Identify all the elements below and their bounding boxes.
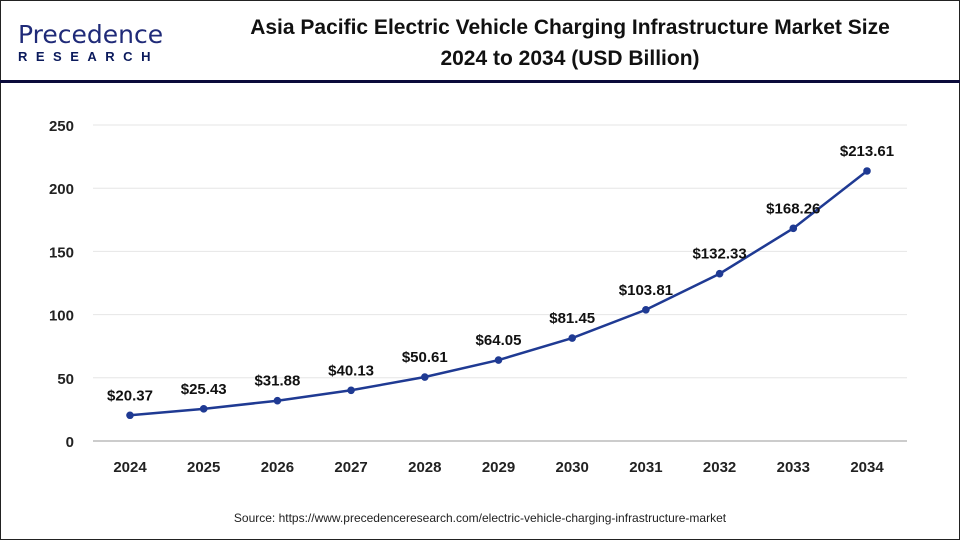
chart-title: Asia Pacific Electric Vehicle Charging I… bbox=[200, 12, 940, 74]
data-point bbox=[568, 334, 576, 342]
source-note: Source: https://www.precedenceresearch.c… bbox=[233, 511, 727, 525]
data-point bbox=[347, 386, 355, 395]
x-tick-label: 2026 bbox=[261, 459, 294, 476]
y-tick-label: 250 bbox=[49, 118, 74, 135]
x-tick-label: 2027 bbox=[334, 459, 367, 476]
data-label: $213.61 bbox=[840, 143, 894, 160]
header-divider bbox=[0, 80, 960, 83]
data-point bbox=[789, 224, 798, 233]
data-label: $81.45 bbox=[549, 310, 595, 327]
series-line bbox=[129, 170, 868, 417]
y-tick-label: 100 bbox=[49, 308, 74, 325]
x-tick-label: 2034 bbox=[850, 459, 884, 476]
x-tick-label: 2024 bbox=[113, 459, 147, 476]
x-tick-label: 2032 bbox=[703, 459, 736, 476]
data-label: $40.13 bbox=[328, 362, 374, 379]
data-point bbox=[642, 305, 650, 314]
title-line-2: 2024 to 2034 (USD Billion) bbox=[440, 47, 700, 70]
data-label: $132.33 bbox=[692, 246, 746, 263]
data-point bbox=[494, 356, 503, 364]
data-point bbox=[199, 405, 208, 413]
logo-text: Precedence bbox=[18, 20, 164, 49]
title-line-1: Asia Pacific Electric Vehicle Charging I… bbox=[250, 16, 890, 39]
data-point bbox=[126, 411, 134, 420]
data-label: $20.37 bbox=[107, 387, 153, 404]
data-point bbox=[715, 269, 724, 278]
x-tick-label: 2029 bbox=[482, 459, 515, 476]
data-label: $31.88 bbox=[254, 373, 300, 390]
x-tick-label: 2031 bbox=[629, 459, 662, 476]
x-tick-label: 2030 bbox=[556, 459, 589, 476]
data-label: $50.61 bbox=[402, 349, 448, 366]
data-label: $168.26 bbox=[766, 200, 820, 217]
data-label: $25.43 bbox=[181, 381, 227, 398]
data-point bbox=[273, 396, 282, 405]
y-tick-label: 150 bbox=[49, 244, 74, 261]
logo-subtext: RESEARCH bbox=[18, 49, 159, 64]
y-tick-label: 200 bbox=[49, 181, 74, 198]
x-tick-label: 2025 bbox=[187, 459, 220, 476]
data-label: $103.81 bbox=[619, 282, 673, 299]
data-point bbox=[863, 167, 871, 175]
x-tick-label: 2028 bbox=[408, 459, 441, 476]
y-tick-label: 50 bbox=[57, 371, 74, 388]
logo: Precedence RESEARCH bbox=[18, 20, 164, 64]
y-tick-label: 0 bbox=[66, 434, 74, 451]
data-point bbox=[421, 373, 429, 381]
x-tick-label: 2033 bbox=[777, 459, 810, 476]
data-label: $64.05 bbox=[476, 332, 522, 349]
